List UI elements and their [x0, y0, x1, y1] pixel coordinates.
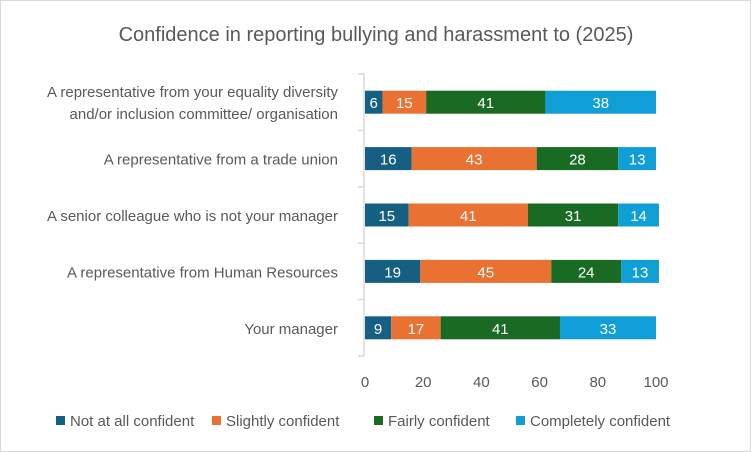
x-tick-label: 0 [361, 374, 369, 391]
legend-swatch [516, 416, 525, 425]
data-label: 16 [380, 152, 397, 169]
bar-segment [420, 259, 552, 283]
data-label: 13 [632, 264, 649, 281]
data-label: 41 [460, 208, 477, 225]
bar-segment [559, 316, 656, 340]
bar-segment [411, 147, 537, 171]
legend-swatch [212, 416, 221, 425]
x-tick-label: 40 [473, 374, 490, 391]
category-label: A representative from your equality dive… [47, 84, 338, 101]
data-label: 19 [384, 264, 401, 281]
data-label: 24 [578, 264, 595, 281]
bar-segment [382, 90, 427, 114]
data-label: 41 [477, 95, 494, 112]
data-label: 14 [630, 208, 647, 225]
data-label: 28 [569, 152, 586, 169]
data-label: 33 [600, 321, 617, 338]
bar-segment [618, 203, 659, 227]
bar-segment [536, 147, 619, 171]
data-label: 38 [592, 95, 609, 112]
bar-segment [408, 203, 528, 227]
bar-segment [365, 203, 409, 227]
category-label: Your manager [244, 321, 338, 338]
data-label: 43 [466, 152, 483, 169]
data-label: 31 [565, 208, 582, 225]
category-label: A representative from Human Resources [67, 264, 338, 281]
data-label: 15 [378, 208, 395, 225]
category-label: and/or inclusion committee/ organisation [70, 106, 338, 123]
data-label: 41 [492, 321, 509, 338]
bar-segment [365, 90, 383, 114]
x-tick-label: 60 [531, 374, 548, 391]
legend-label: Not at all confident [70, 413, 195, 430]
bar-segment [365, 147, 412, 171]
x-tick-label: 100 [643, 374, 668, 391]
legend-label: Completely confident [530, 413, 671, 430]
legend-swatch [374, 416, 383, 425]
data-label: 15 [396, 95, 413, 112]
bar-segment [365, 259, 421, 283]
bar-segment [551, 259, 622, 283]
bar-segment [391, 316, 441, 340]
bar-segment [621, 259, 659, 283]
x-tick-label: 80 [589, 374, 606, 391]
data-label: 45 [477, 264, 494, 281]
bar-segment [618, 147, 656, 171]
legend-label: Fairly confident [388, 413, 491, 430]
bar-segment [440, 316, 560, 340]
bar-segment [545, 90, 656, 114]
bar-segment [426, 90, 546, 114]
data-label: 13 [629, 152, 646, 169]
category-label: A senior colleague who is not your manag… [47, 208, 338, 225]
chart-title: Confidence in reporting bullying and har… [119, 24, 634, 46]
bar-segment [365, 316, 392, 340]
legend-swatch [56, 416, 65, 425]
bar-segment [527, 203, 619, 227]
data-label: 9 [374, 321, 382, 338]
data-label: 17 [408, 321, 425, 338]
category-label: A representative from a trade union [104, 152, 338, 169]
data-label: 6 [370, 95, 378, 112]
x-tick-label: 20 [415, 374, 432, 391]
legend-label: Slightly confident [226, 413, 340, 430]
